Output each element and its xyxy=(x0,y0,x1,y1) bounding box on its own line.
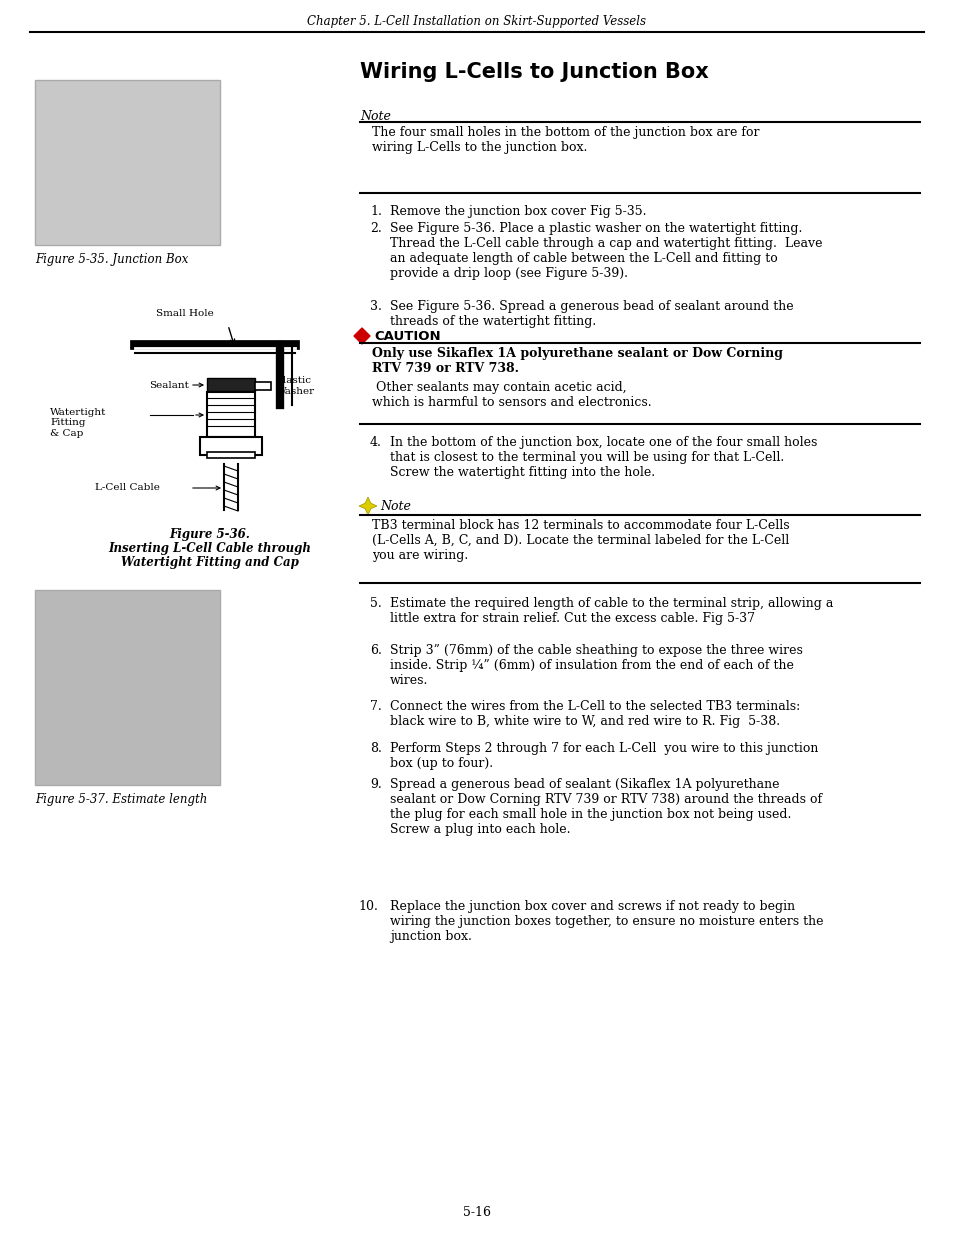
Text: Sealant: Sealant xyxy=(149,380,189,389)
Text: Strip 3” (76mm) of the cable sheathing to expose the three wires
inside. Strip ¼: Strip 3” (76mm) of the cable sheathing t… xyxy=(390,643,802,687)
Text: L-Cell Cable: L-Cell Cable xyxy=(95,483,160,493)
Bar xyxy=(254,382,271,390)
Text: Note: Note xyxy=(359,110,391,124)
Text: Spread a generous bead of sealant (Sikaflex 1A polyurethane
sealant or Dow Corni: Spread a generous bead of sealant (Sikaf… xyxy=(390,778,821,836)
Text: 4.: 4. xyxy=(370,436,381,450)
Bar xyxy=(207,452,254,458)
Text: Replace the junction box cover and screws if not ready to begin
wiring the junct: Replace the junction box cover and screw… xyxy=(390,900,822,944)
Text: 1.: 1. xyxy=(370,205,381,219)
Text: Plastic
Washer: Plastic Washer xyxy=(275,377,314,395)
Polygon shape xyxy=(354,329,370,345)
Text: See Figure 5-36. Place a plastic washer on the watertight fitting.
Thread the L-: See Figure 5-36. Place a plastic washer … xyxy=(390,222,821,280)
Text: Watertight
Fitting
& Cap: Watertight Fitting & Cap xyxy=(50,408,107,437)
Text: 6.: 6. xyxy=(370,643,381,657)
Text: CAUTION: CAUTION xyxy=(374,330,440,342)
Text: Figure 5-35. Junction Box: Figure 5-35. Junction Box xyxy=(35,252,188,266)
Text: 5.: 5. xyxy=(370,597,381,610)
Text: 8.: 8. xyxy=(370,742,381,755)
Text: See Figure 5-36. Spread a generous bead of sealant around the
threads of the wat: See Figure 5-36. Spread a generous bead … xyxy=(390,300,793,329)
Text: 10.: 10. xyxy=(357,900,377,913)
Text: Wiring L-Cells to Junction Box: Wiring L-Cells to Junction Box xyxy=(359,62,708,82)
Text: Figure 5-36.: Figure 5-36. xyxy=(170,529,251,541)
Text: 5-16: 5-16 xyxy=(462,1207,491,1219)
Text: Remove the junction box cover Fig 5-35.: Remove the junction box cover Fig 5-35. xyxy=(390,205,646,219)
Text: Perform Steps 2 through 7 for each L-Cell  you wire to this junction
box (up to : Perform Steps 2 through 7 for each L-Cel… xyxy=(390,742,818,769)
Text: Small Hole: Small Hole xyxy=(156,309,213,317)
Text: Other sealants may contain acetic acid,
which is harmful to sensors and electron: Other sealants may contain acetic acid, … xyxy=(372,382,651,409)
Text: 9.: 9. xyxy=(370,778,381,790)
Text: Inserting L-Cell Cable through: Inserting L-Cell Cable through xyxy=(109,542,311,555)
Text: The four small holes in the bottom of the junction box are for
wiring L-Cells to: The four small holes in the bottom of th… xyxy=(372,126,759,154)
Bar xyxy=(35,80,220,245)
Text: Connect the wires from the L-Cell to the selected TB3 terminals:
black wire to B: Connect the wires from the L-Cell to the… xyxy=(390,700,800,727)
Polygon shape xyxy=(358,496,376,515)
Bar xyxy=(35,590,220,785)
Bar xyxy=(207,378,254,391)
Text: Watertight Fitting and Cap: Watertight Fitting and Cap xyxy=(121,556,298,569)
Text: Note: Note xyxy=(379,499,411,513)
Text: Chapter 5. L-Cell Installation on Skirt-Supported Vessels: Chapter 5. L-Cell Installation on Skirt-… xyxy=(307,16,646,28)
Text: Figure 5-37. Estimate length: Figure 5-37. Estimate length xyxy=(35,793,207,805)
Text: TB3 terminal block has 12 terminals to accommodate four L-Cells
(L-Cells A, B, C: TB3 terminal block has 12 terminals to a… xyxy=(372,519,789,562)
Text: 7.: 7. xyxy=(370,700,381,713)
Text: 3.: 3. xyxy=(370,300,381,312)
Text: In the bottom of the junction box, locate one of the four small holes
that is cl: In the bottom of the junction box, locat… xyxy=(390,436,817,479)
Bar xyxy=(200,437,262,454)
Text: Only use Sikaflex 1A polyurethane sealant or Dow Corning
RTV 739 or RTV 738.: Only use Sikaflex 1A polyurethane sealan… xyxy=(372,347,782,375)
Text: 2.: 2. xyxy=(370,222,381,235)
Text: Estimate the required length of cable to the terminal strip, allowing a
little e: Estimate the required length of cable to… xyxy=(390,597,833,625)
Bar xyxy=(207,391,254,437)
